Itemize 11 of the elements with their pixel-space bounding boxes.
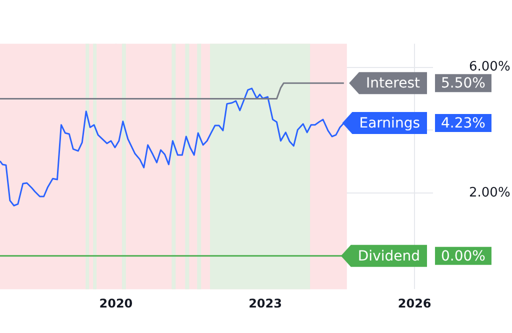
text: 0.00%: [440, 248, 486, 265]
legend-label: Dividend: [358, 248, 420, 265]
x-tick-label: 2020: [99, 296, 133, 311]
text: 4.23%: [440, 116, 486, 132]
y-tick-label: 6.00%: [469, 60, 510, 75]
y-tick-label: 2.00%: [469, 185, 510, 200]
x-tick-label: 2023: [248, 296, 282, 311]
text: 5.50%: [440, 76, 486, 92]
legend-label: Earnings: [359, 116, 420, 132]
x-tick-label: 2026: [398, 296, 432, 311]
legend-label: Interest: [366, 76, 421, 92]
